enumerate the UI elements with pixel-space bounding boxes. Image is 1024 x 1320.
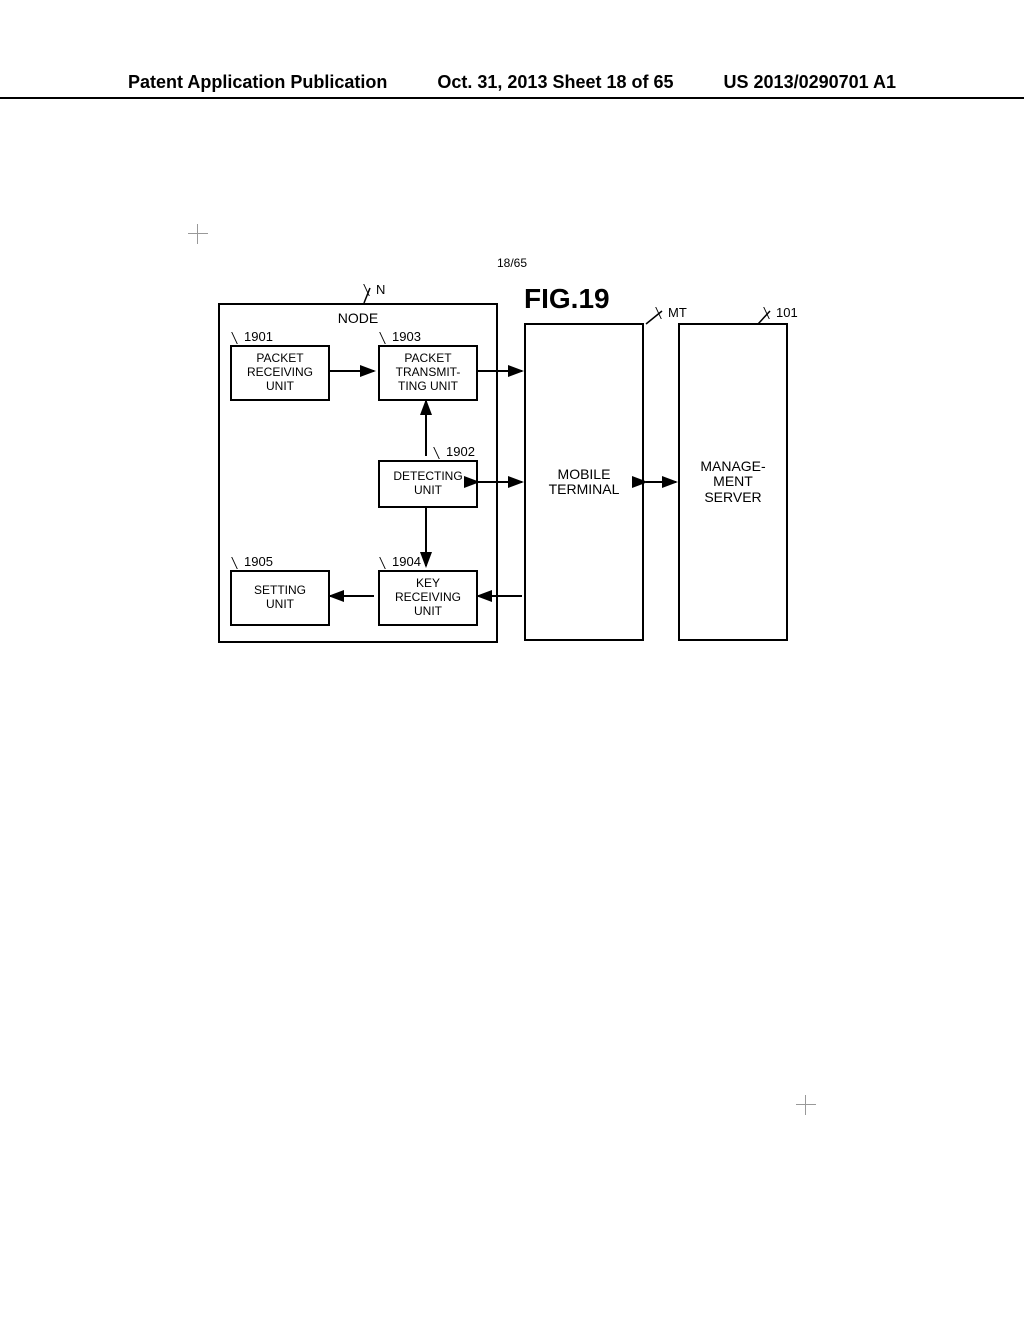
crop-mark-icon [796,1095,816,1115]
block-diagram: N MT 101 NODE 1901 PACKET RECEIVING UNIT… [218,275,894,665]
page-number: 18/65 [0,256,1024,270]
arrows-layer [218,275,894,665]
header-center: Oct. 31, 2013 Sheet 18 of 65 [437,72,673,93]
header-right: US 2013/0290701 A1 [724,72,896,93]
crop-mark-icon [188,224,208,244]
header-left: Patent Application Publication [128,72,387,93]
page-header: Patent Application Publication Oct. 31, … [0,72,1024,99]
